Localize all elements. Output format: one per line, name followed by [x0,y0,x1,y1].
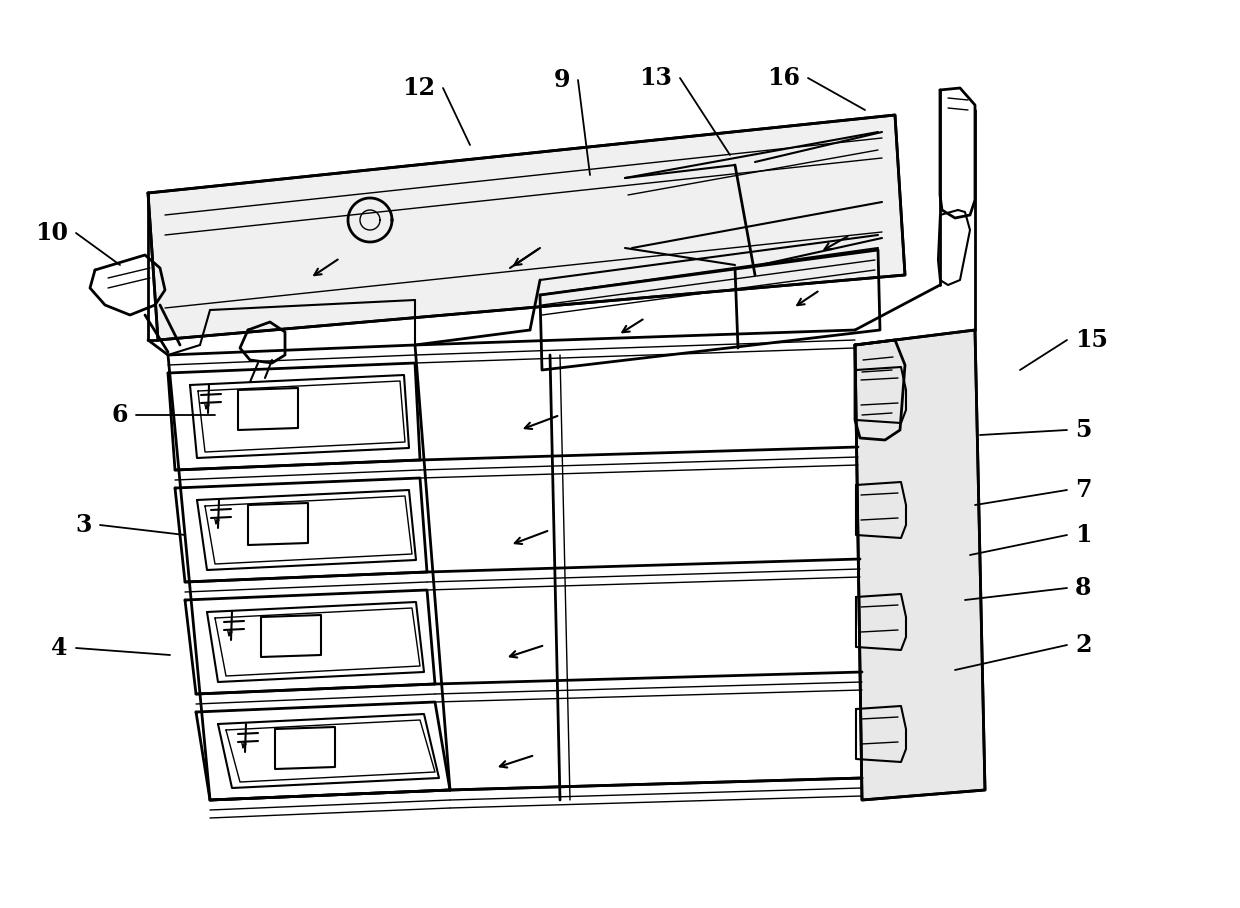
Text: 2: 2 [1075,633,1091,657]
Text: 7: 7 [1075,478,1091,502]
Text: 12: 12 [402,76,435,100]
Text: 6: 6 [112,403,128,427]
Text: 15: 15 [1075,328,1107,352]
Text: 4: 4 [52,636,68,660]
Text: 9: 9 [553,68,570,92]
Text: 8: 8 [1075,576,1091,600]
Polygon shape [856,330,985,800]
Polygon shape [148,115,905,340]
Text: 16: 16 [768,66,800,90]
Text: 1: 1 [1075,523,1091,547]
Text: 3: 3 [76,513,92,537]
Text: 13: 13 [639,66,672,90]
Text: 5: 5 [1075,418,1091,442]
Text: 10: 10 [35,221,68,245]
